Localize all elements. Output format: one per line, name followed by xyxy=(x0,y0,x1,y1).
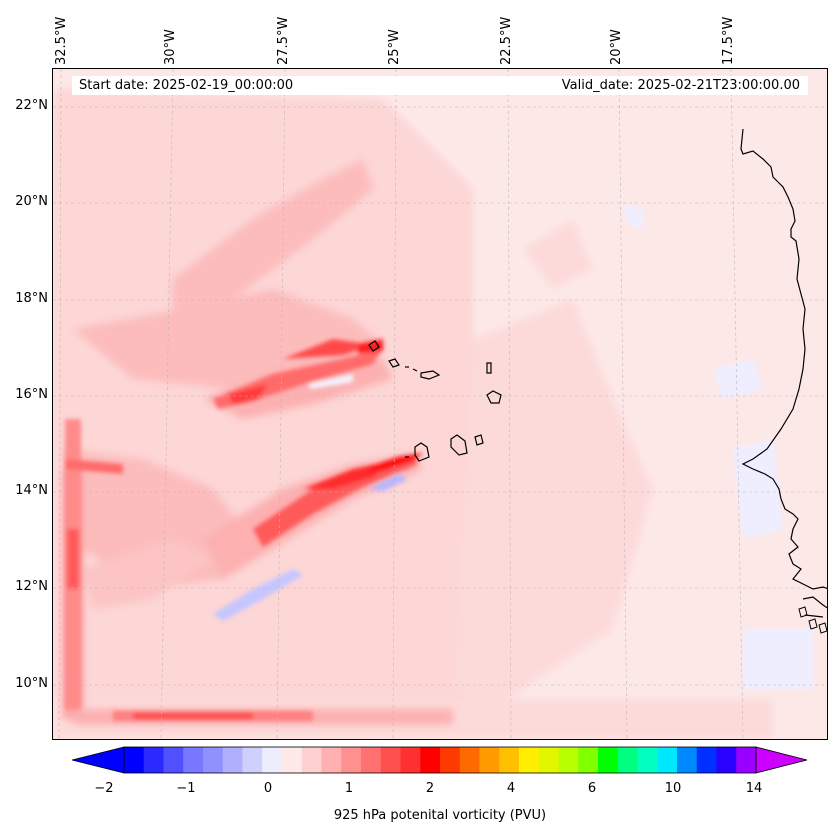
lat-label-18n: 18°N xyxy=(15,291,48,306)
lon-label-25w: 25°W xyxy=(387,29,402,65)
colorbar-cell xyxy=(459,747,480,773)
colorbar-tick-label: 6 xyxy=(587,781,597,796)
cape-verde-islands xyxy=(368,340,502,462)
lon-label-17-5w: 17.5°W xyxy=(721,16,736,65)
colorbar-cell xyxy=(143,747,164,773)
colorbar-tick-label: 14 xyxy=(745,781,763,796)
lat-label-20n: 20°N xyxy=(15,194,48,209)
pv-high-ribbons xyxy=(65,339,423,721)
coastline xyxy=(740,128,827,618)
colorbar-tick-label: 2 xyxy=(425,781,435,796)
lat-label-16n: 16°N xyxy=(15,387,48,402)
lat-label-14n: 14°N xyxy=(15,483,48,498)
colorbar-cell xyxy=(637,747,658,773)
colorbar-cell xyxy=(380,747,401,773)
lon-label-30w: 30°W xyxy=(163,29,178,65)
colorbar-cell xyxy=(657,747,678,773)
lat-label-22n: 22°N xyxy=(15,98,48,113)
colorbar-cell xyxy=(558,747,579,773)
colorbar-outline xyxy=(123,746,757,774)
colorbar-cell xyxy=(321,747,342,773)
colorbar-cell xyxy=(262,747,283,773)
valid-date-label: Valid_date: 2025-02-21T23:00:00.00 xyxy=(561,78,800,93)
colorbar-cell xyxy=(242,747,263,773)
lon-label-32-5w: 32.5°W xyxy=(54,16,69,65)
colorbar-cell xyxy=(440,747,461,773)
colorbar-cell xyxy=(578,747,599,773)
colorbar-cell xyxy=(282,747,303,773)
colorbar-cell xyxy=(341,747,362,773)
lat-label-12n: 12°N xyxy=(15,579,48,594)
colorbar-tick-label: 4 xyxy=(506,781,516,796)
colorbar-cell xyxy=(183,747,204,773)
colorbar-cell xyxy=(124,747,145,773)
coastal-islands xyxy=(798,606,827,634)
colorbar-cell xyxy=(499,747,520,773)
colorbar-cell xyxy=(617,747,638,773)
lat-label-10n: 10°N xyxy=(15,676,48,691)
colorbar-cell xyxy=(677,747,698,773)
colorbar-cell xyxy=(400,747,421,773)
colorbar-cell xyxy=(736,747,757,773)
colorbar-cell xyxy=(696,747,717,773)
colorbar-cell xyxy=(361,747,382,773)
colorbar-tick-label: −1 xyxy=(176,781,196,796)
colorbar-cell xyxy=(203,747,224,773)
colorbar-tick-label: 1 xyxy=(344,781,354,796)
pv-negative-areas xyxy=(213,204,813,689)
pv-contour-map xyxy=(53,69,827,739)
colorbar-cells xyxy=(124,747,757,773)
graticule xyxy=(53,69,827,739)
lon-label-22-5w: 22.5°W xyxy=(499,16,514,65)
colorbar-cell xyxy=(716,747,737,773)
colorbar-tick-label: −2 xyxy=(94,781,114,796)
colorbar-cell xyxy=(420,747,441,773)
colorbar-label: 925 hPa potenital vorticity (PVU) xyxy=(333,808,547,823)
colorbar-cell xyxy=(222,747,243,773)
colorbar-cell xyxy=(163,747,184,773)
colorbar-cell xyxy=(301,747,322,773)
map-panel xyxy=(52,68,828,740)
colorbar-cell xyxy=(538,747,559,773)
colorbar-tick-label: 0 xyxy=(263,781,273,796)
start-date-label: Start date: 2025-02-19_00:00:00 xyxy=(79,78,294,93)
lon-label-20w: 20°W xyxy=(609,29,624,65)
colorbar-cell xyxy=(479,747,500,773)
colorbar-max-arrow xyxy=(755,746,808,774)
colorbar xyxy=(72,746,808,774)
colorbar-cell xyxy=(519,747,540,773)
colorbar-cell xyxy=(598,747,619,773)
colorbar-tick-label: 10 xyxy=(664,781,682,796)
date-header-bar xyxy=(72,76,808,95)
colorbar-min-arrow xyxy=(72,746,125,774)
lon-label-27-5w: 27.5°W xyxy=(276,16,291,65)
